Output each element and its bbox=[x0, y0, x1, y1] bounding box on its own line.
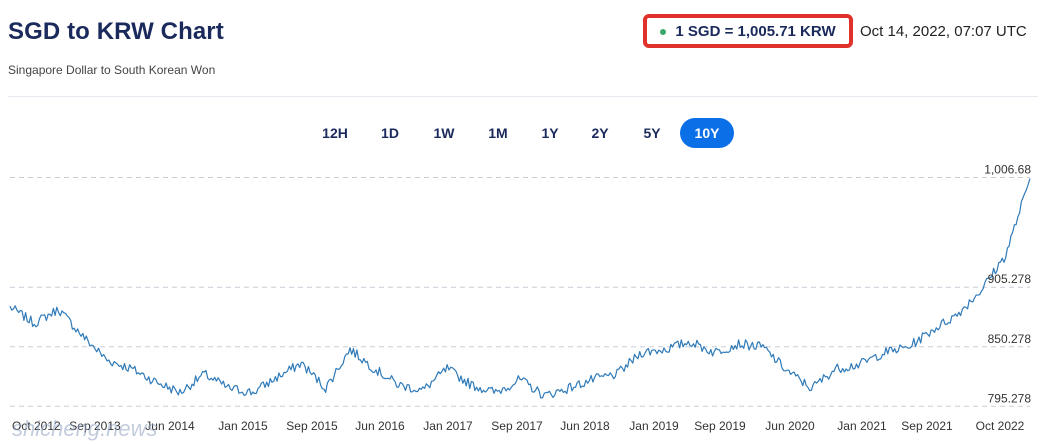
x-tick-label: Jan 2015 bbox=[218, 419, 268, 433]
range-button-2y[interactable]: 2Y bbox=[591, 125, 609, 141]
rate-timestamp: Oct 14, 2022, 07:07 UTC bbox=[860, 23, 1027, 40]
x-tick-label: Sep 2019 bbox=[694, 419, 746, 433]
y-tick-label: 905.278 bbox=[988, 272, 1032, 286]
x-tick-label: Oct 2012 bbox=[12, 419, 61, 433]
y-tick-label: 850.278 bbox=[988, 332, 1032, 346]
chart-series bbox=[9, 178, 1031, 399]
time-range-selector: 12H 1D 1W 1M 1Y 2Y 5Y 10Y bbox=[0, 118, 1045, 148]
range-button-12h[interactable]: 12H bbox=[322, 125, 348, 141]
x-tick-label: Oct 2022 bbox=[976, 419, 1025, 433]
x-tick-label: Sep 2017 bbox=[491, 419, 543, 433]
range-button-1m[interactable]: 1M bbox=[488, 125, 508, 141]
current-rate-text: 1 SGD = 1,005.71 KRW bbox=[675, 22, 836, 40]
x-tick-label: Jun 2016 bbox=[355, 419, 405, 433]
chart-gridlines bbox=[10, 177, 1030, 407]
page-subtitle: Singapore Dollar to South Korean Won bbox=[8, 63, 216, 77]
x-tick-label: Sep 2015 bbox=[286, 419, 338, 433]
x-tick-label: Sep 2013 bbox=[69, 419, 121, 433]
x-tick-label: Sep 2021 bbox=[901, 419, 953, 433]
current-rate-badge: 1 SGD = 1,005.71 KRW bbox=[643, 14, 853, 48]
watermark-text: shicheng.news bbox=[12, 416, 158, 441]
x-tick-label: Jun 2020 bbox=[765, 419, 815, 433]
y-tick-label: 795.278 bbox=[988, 391, 1032, 405]
x-axis-labels: Oct 2012 Sep 2013 Jun 2014 Jan 2015 Sep 2015… bbox=[12, 419, 1025, 433]
live-status-dot-icon bbox=[660, 29, 667, 35]
x-tick-label: Jan 2017 bbox=[423, 419, 473, 433]
x-tick-label: Jun 2018 bbox=[560, 419, 610, 433]
x-tick-label: Jan 2019 bbox=[629, 419, 679, 433]
x-tick-label: Jan 2021 bbox=[837, 419, 887, 433]
header-divider bbox=[8, 96, 1038, 97]
y-tick-label: 1,006.68 bbox=[984, 163, 1031, 177]
range-button-10y[interactable]: 10Y bbox=[680, 118, 734, 148]
page-title: SGD to KRW Chart bbox=[8, 18, 224, 45]
range-button-1y[interactable]: 1Y bbox=[541, 125, 559, 141]
x-tick-label: Jun 2014 bbox=[145, 419, 195, 433]
range-button-1d[interactable]: 1D bbox=[381, 125, 399, 141]
y-axis-labels: 795.278 850.278 905.278 1,006.68 bbox=[984, 163, 1031, 406]
rate-series-line bbox=[9, 178, 1031, 399]
range-button-1w[interactable]: 1W bbox=[433, 125, 455, 141]
range-button-5y[interactable]: 5Y bbox=[643, 125, 661, 141]
